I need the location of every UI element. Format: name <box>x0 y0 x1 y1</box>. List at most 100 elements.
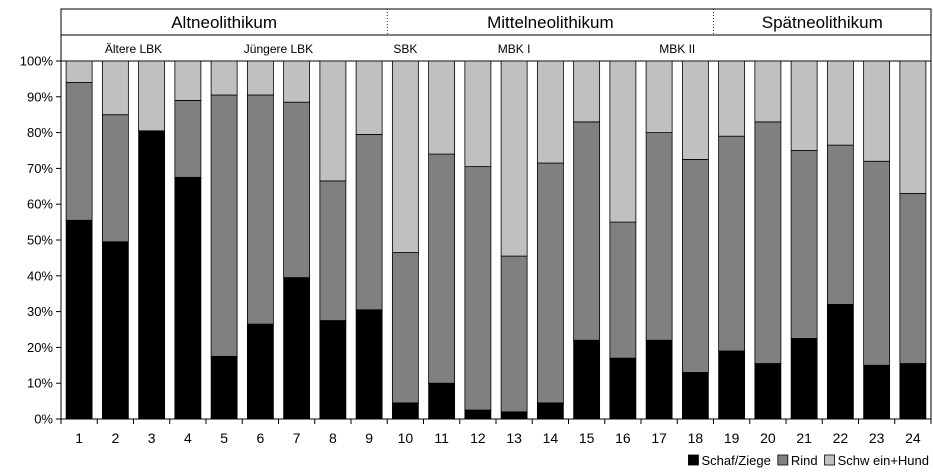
bar-segment <box>210 60 238 96</box>
bar-segment <box>899 363 927 420</box>
x-tick-label: 8 <box>329 430 337 446</box>
bar-segment <box>790 60 818 151</box>
bar-segment <box>138 60 166 132</box>
x-tick-label: 9 <box>365 430 373 446</box>
bar-segment <box>246 94 274 325</box>
y-tick-label: 70% <box>27 161 53 176</box>
bar-segment <box>573 121 601 341</box>
bar-segment <box>391 252 419 404</box>
bar-segment <box>138 130 166 420</box>
bar-segment <box>319 320 347 420</box>
bar-segment <box>573 60 601 123</box>
x-tick-label: 19 <box>724 430 740 446</box>
bar-segment <box>174 176 202 420</box>
bar-segment <box>718 350 746 420</box>
x-tick-label: 6 <box>256 430 264 446</box>
bar-segment <box>355 133 383 311</box>
axes: 0%10%20%30%40%50%60%70%80%90%100%1 2 3 4 5 6 7… <box>20 54 932 446</box>
bar-segment <box>790 338 818 420</box>
bar-segment <box>609 60 637 223</box>
bar-segment <box>536 60 564 164</box>
y-tick-label: 60% <box>27 197 53 212</box>
bar-segment <box>355 309 383 420</box>
x-tick-label: 15 <box>579 430 595 446</box>
x-tick-label: 13 <box>506 430 522 446</box>
bar-segment <box>863 364 891 420</box>
bar-segment <box>464 166 492 411</box>
period-label: Spätneolithikum <box>762 13 883 32</box>
y-tick-label: 0% <box>34 412 53 427</box>
x-tick-label: 4 <box>184 430 192 446</box>
period-label: Altneolithikum <box>171 13 277 32</box>
bar-segment <box>500 60 528 257</box>
bar-segment <box>210 94 238 357</box>
bar-segment <box>246 323 274 420</box>
x-tick-label: 18 <box>688 430 704 446</box>
legend-swatch <box>777 454 789 466</box>
bar-segment <box>319 60 347 182</box>
bar-segment <box>681 159 709 373</box>
bar-segment <box>609 221 637 359</box>
bar-segment <box>754 121 782 364</box>
bar-segment <box>899 60 927 194</box>
bar-segment <box>754 60 782 123</box>
bar-segment <box>899 193 927 364</box>
bar-segment <box>681 60 709 160</box>
bar-segment <box>391 60 419 253</box>
bar-segment <box>645 339 673 420</box>
bar-segment <box>573 339 601 420</box>
bar-segment <box>283 60 311 103</box>
culture-label: Ältere LBK <box>105 42 162 56</box>
period-label: Mittelneolithikum <box>487 13 614 32</box>
bar-segment <box>174 60 202 101</box>
bar-segment <box>645 60 673 133</box>
bar-segment <box>391 402 419 420</box>
y-tick-label: 40% <box>27 268 53 283</box>
bar-segment <box>101 60 129 116</box>
culture-label: MBK I <box>498 42 531 56</box>
bar-segment <box>464 409 492 420</box>
x-tick-label: 14 <box>543 430 559 446</box>
x-tick-label: 5 <box>220 430 228 446</box>
legend-label: Rind <box>791 453 818 468</box>
x-tick-label: 11 <box>434 430 449 446</box>
bar-segment <box>536 402 564 420</box>
legend-swatch <box>688 454 699 466</box>
y-tick-label: 100% <box>20 54 54 69</box>
y-tick-label: 80% <box>27 125 53 140</box>
x-tick-label: 1 <box>75 430 83 446</box>
bar-segment <box>174 99 202 178</box>
legend-label: Schaf/Ziege <box>701 453 770 468</box>
bar-segment <box>826 304 854 420</box>
bar-segment <box>101 114 129 243</box>
x-tick-label: 16 <box>615 430 631 446</box>
x-tick-label: 24 <box>905 430 921 446</box>
bar-segment <box>210 355 238 420</box>
x-tick-label: 3 <box>148 430 156 446</box>
culture-label: MBK II <box>659 42 695 56</box>
bar-segment <box>609 357 637 420</box>
legend-swatch <box>824 454 835 466</box>
bar-segment <box>536 162 564 404</box>
bar-segment <box>65 82 93 221</box>
bar-segment <box>718 60 746 137</box>
x-tick-label: 2 <box>111 430 119 446</box>
y-tick-label: 20% <box>27 340 53 355</box>
bars <box>65 60 927 420</box>
y-tick-label: 50% <box>27 233 53 248</box>
x-tick-label: 20 <box>760 430 776 446</box>
bar-segment <box>826 144 854 305</box>
header-bands: Altneolithikum Mittelneolithikum Spätneoli… <box>60 8 932 62</box>
culture-label: SBK <box>393 42 417 56</box>
y-tick-label: 90% <box>27 89 53 104</box>
x-tick-label: 21 <box>796 430 812 446</box>
bar-segment <box>428 60 456 155</box>
bar-segment <box>500 411 528 420</box>
bar-segment <box>863 160 891 366</box>
bar-segment <box>645 132 673 341</box>
y-tick-label: 30% <box>27 304 53 319</box>
x-tick-label: 22 <box>833 430 849 446</box>
bar-segment <box>355 60 383 135</box>
bar-segment <box>65 60 93 83</box>
